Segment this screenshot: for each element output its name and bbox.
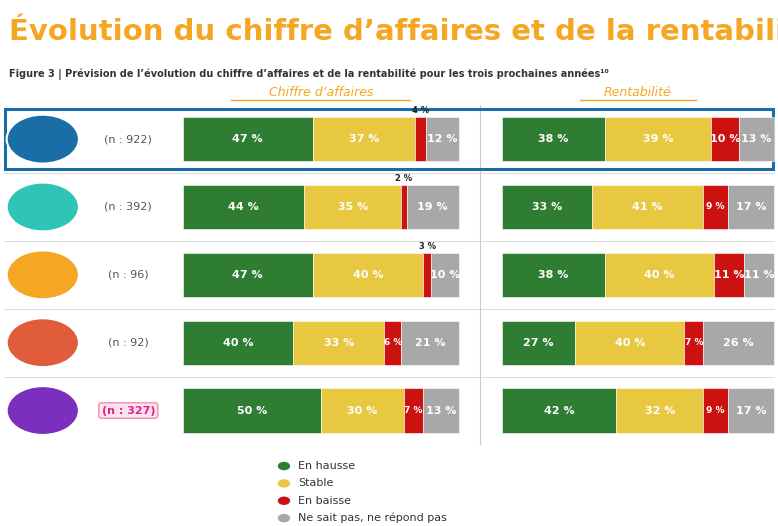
Text: Évolution du chiffre d’affaires et de la rentabilité: Évolution du chiffre d’affaires et de la… xyxy=(9,18,778,46)
Text: Rentabilité: Rentabilité xyxy=(604,86,672,99)
Text: 13 %: 13 % xyxy=(426,406,456,416)
Text: 19 %: 19 % xyxy=(418,202,448,212)
Text: 3 %: 3 % xyxy=(419,241,436,251)
Text: 17 %: 17 % xyxy=(736,202,766,212)
Text: 33 %: 33 % xyxy=(531,202,562,212)
Text: 33 %: 33 % xyxy=(324,338,354,348)
Text: 38 %: 38 % xyxy=(538,270,569,280)
Text: 27 %: 27 % xyxy=(524,338,554,348)
Text: 47 %: 47 % xyxy=(233,270,263,280)
Text: 26 %: 26 % xyxy=(724,338,754,348)
Text: (n : 96): (n : 96) xyxy=(108,270,149,280)
Text: En hausse: En hausse xyxy=(298,461,355,471)
Text: 50 %: 50 % xyxy=(237,406,267,416)
Text: 32 %: 32 % xyxy=(644,406,675,416)
Text: 2 %: 2 % xyxy=(395,174,412,183)
Text: 37 %: 37 % xyxy=(349,134,379,144)
Text: 17 %: 17 % xyxy=(736,406,766,416)
Text: 10 %: 10 % xyxy=(430,270,461,280)
Text: 6 %: 6 % xyxy=(384,338,402,347)
Text: 9 %: 9 % xyxy=(706,203,725,211)
Text: (n : 327): (n : 327) xyxy=(102,406,155,416)
Text: 11 %: 11 % xyxy=(744,270,774,280)
Text: 40 %: 40 % xyxy=(223,338,254,348)
Text: 40 %: 40 % xyxy=(352,270,383,280)
Text: 44 %: 44 % xyxy=(228,202,259,212)
Text: Chiffre d’affaires: Chiffre d’affaires xyxy=(268,86,373,99)
Text: 30 %: 30 % xyxy=(347,406,377,416)
Text: 11 %: 11 % xyxy=(714,270,745,280)
Text: 7 %: 7 % xyxy=(405,406,422,415)
Text: Ne sait pas, ne répond pas: Ne sait pas, ne répond pas xyxy=(298,513,447,523)
Text: 39 %: 39 % xyxy=(643,134,674,144)
Text: Figure 3 | Prévision de l’évolution du chiffre d’affaires et de la rentabilité p: Figure 3 | Prévision de l’évolution du c… xyxy=(9,68,609,80)
Text: En baisse: En baisse xyxy=(298,495,351,506)
Text: (n : 92): (n : 92) xyxy=(108,338,149,348)
Text: 12 %: 12 % xyxy=(427,134,457,144)
Text: 35 %: 35 % xyxy=(338,202,368,212)
Text: 42 %: 42 % xyxy=(544,406,574,416)
Text: (n : 392): (n : 392) xyxy=(104,202,152,212)
Text: 38 %: 38 % xyxy=(538,134,569,144)
Text: 40 %: 40 % xyxy=(615,338,645,348)
Text: 10 %: 10 % xyxy=(710,134,741,144)
Text: 47 %: 47 % xyxy=(233,134,263,144)
Text: 13 %: 13 % xyxy=(741,134,772,144)
Text: 7 %: 7 % xyxy=(685,338,703,347)
Text: Stable: Stable xyxy=(298,478,333,489)
Text: 40 %: 40 % xyxy=(644,270,675,280)
Text: (n : 922): (n : 922) xyxy=(104,134,152,144)
Text: 21 %: 21 % xyxy=(415,338,445,348)
Text: 9 %: 9 % xyxy=(706,406,725,415)
Text: 41 %: 41 % xyxy=(633,202,663,212)
Text: 4 %: 4 % xyxy=(412,106,429,115)
